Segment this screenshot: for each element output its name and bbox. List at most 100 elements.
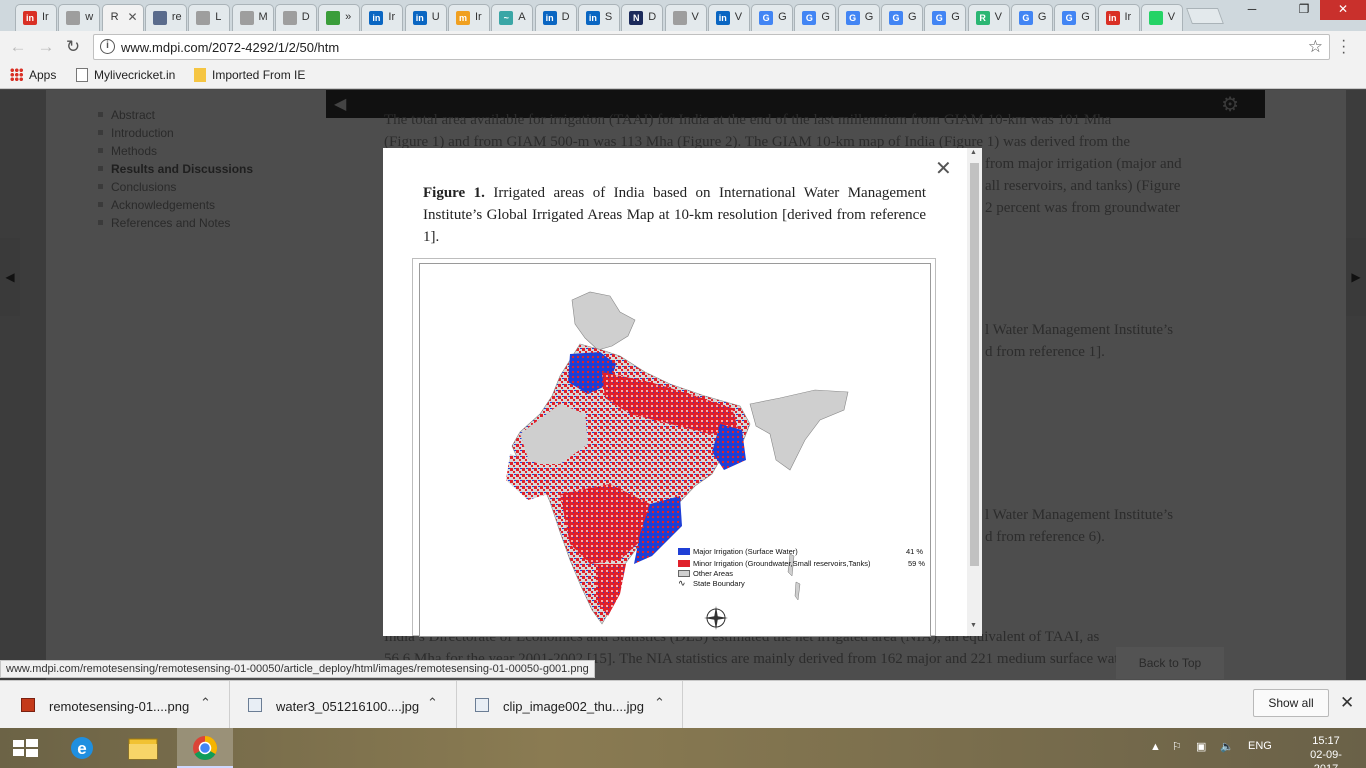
tab[interactable]: in V [707, 4, 750, 31]
bookmark-apps[interactable]: Apps [10, 68, 56, 82]
minimize-button[interactable]: ─ [1247, 2, 1257, 16]
tab[interactable]: in Ir [361, 4, 404, 31]
chevron-up-icon[interactable]: ⌃ [200, 695, 211, 710]
taskbar-chrome[interactable] [177, 728, 233, 768]
tab[interactable]: in Ir [15, 4, 57, 31]
tray-expand-icon[interactable]: ▲ [1150, 741, 1161, 753]
toc-item[interactable]: Introduction [98, 124, 253, 142]
prev-article-arrow-icon[interactable]: ◀ [0, 238, 20, 316]
bookmark-imported-from-ie[interactable]: Imported From IE [194, 68, 305, 82]
toc-item[interactable]: References and Notes [98, 214, 253, 232]
toc-item[interactable]: Abstract [98, 106, 253, 124]
favicon-icon: R [975, 11, 990, 25]
download-item[interactable]: clip_image002_thu....jpg ⌃ [457, 681, 683, 729]
tab[interactable]: M [231, 4, 274, 31]
bullet-icon [98, 202, 103, 207]
scrollbar-thumb[interactable] [970, 163, 979, 566]
taskbar-internet-explorer[interactable]: e [54, 728, 110, 768]
article-text-fragment: all reservoirs, and tanks) (Figure [985, 178, 1181, 194]
tab-label: D [648, 11, 657, 23]
windows-taskbar: e ▲ ⚐ ▣ 🔈 ENG 15:17 02-09-2017 [0, 728, 1366, 768]
tab[interactable]: V [1140, 4, 1183, 31]
chevron-up-icon[interactable]: ⌃ [654, 695, 665, 710]
toc-label: References and Notes [111, 216, 231, 230]
bookmark-label: Imported From IE [212, 68, 306, 82]
favicon-icon [326, 11, 341, 25]
toc-label: Conclusions [111, 180, 177, 194]
collapse-arrow-icon[interactable]: ◀ [334, 96, 347, 113]
download-item[interactable]: water3_051216100....jpg ⌃ [230, 681, 457, 729]
back-arrow-icon[interactable]: ← [9, 37, 27, 56]
next-article-arrow-icon[interactable]: ▶ [1346, 238, 1366, 316]
toc-item[interactable]: Conclusions [98, 178, 253, 196]
tab-active[interactable]: R ✕ [101, 4, 144, 32]
bookmark-star-icon[interactable]: ☆ [1307, 37, 1323, 56]
tab[interactable]: in U [404, 4, 447, 31]
toc-label: Abstract [111, 108, 156, 122]
bookmark-label: Mylivecricket.in [94, 68, 176, 82]
folder-icon [194, 68, 206, 82]
bullet-icon [98, 112, 103, 117]
tab[interactable]: in D [534, 4, 577, 31]
address-bar[interactable]: i www.mdpi.com/2072-4292/1/2/50/htm ☆ [93, 34, 1330, 60]
new-tab-button[interactable] [1186, 8, 1224, 24]
taskbar-clock[interactable]: 15:17 02-09-2017 [1298, 734, 1354, 768]
restore-button[interactable]: ❐ [1298, 2, 1310, 16]
toc-item[interactable]: Results and Discussions [98, 160, 253, 178]
favicon-icon [66, 11, 81, 25]
show-all-downloads-button[interactable]: Show all [1253, 689, 1329, 717]
reload-icon[interactable]: ↻ [65, 37, 81, 56]
tab[interactable]: » [318, 4, 361, 31]
language-indicator[interactable]: ENG [1248, 740, 1272, 752]
tab[interactable]: ~ A [491, 4, 534, 31]
tab[interactable]: D [274, 4, 317, 31]
action-center-icon[interactable]: ⚐ [1172, 741, 1182, 753]
article-text-line: The total area available for irrigation … [384, 112, 1112, 128]
tab[interactable]: w [58, 4, 101, 31]
url-text[interactable]: www.mdpi.com/2072-4292/1/2/50/htm [121, 40, 340, 55]
tab[interactable]: re [144, 4, 187, 31]
toc-item[interactable]: Methods [98, 142, 253, 160]
tab[interactable]: V [664, 4, 707, 31]
chevron-up-icon[interactable]: ⌃ [427, 695, 438, 710]
site-info-icon[interactable]: i [100, 39, 115, 54]
tab[interactable]: m Ir [448, 4, 490, 31]
start-button[interactable] [0, 728, 50, 768]
chrome-menu-icon[interactable]: · · · [1341, 32, 1347, 61]
tab[interactable]: in S [577, 4, 620, 31]
close-icon[interactable]: ✕ [1340, 693, 1355, 712]
toc-item[interactable]: Acknowledgements [98, 196, 253, 214]
volume-icon[interactable]: 🔈 [1220, 741, 1234, 753]
taskbar-file-explorer[interactable] [115, 728, 171, 768]
bookmark-mylivecricket[interactable]: Mylivecricket.in [76, 68, 175, 82]
tab[interactable]: in Ir [1097, 4, 1140, 31]
scroll-down-icon[interactable]: ▼ [970, 622, 977, 629]
tab-label: w [85, 11, 94, 23]
png-file-icon [21, 698, 35, 712]
image-file-icon [248, 698, 262, 712]
legend-percent-minor: 59 % [908, 559, 926, 568]
scroll-up-icon[interactable]: ▲ [970, 149, 977, 156]
gear-icon[interactable]: ⚙ [1221, 94, 1239, 116]
network-icon[interactable]: ▣ [1196, 741, 1207, 753]
back-to-top-button[interactable]: Back to Top [1116, 647, 1224, 679]
tab[interactable]: L [188, 4, 231, 31]
modal-scrollbar[interactable]: ▲ ▼ [967, 148, 982, 636]
download-item[interactable]: remotesensing-01....png ⌃ [0, 681, 230, 729]
close-icon[interactable]: ✕ [935, 158, 952, 180]
clock-time: 15:17 [1312, 735, 1340, 747]
forward-arrow-icon[interactable]: → [37, 37, 55, 56]
map-region-south [596, 564, 626, 616]
close-window-button[interactable]: ✕ [1320, 0, 1366, 20]
figure-image-frame[interactable]: Major Irrigation (Surface Water) 41 % Mi… [412, 258, 936, 637]
close-tab-icon[interactable]: ✕ [127, 10, 138, 24]
